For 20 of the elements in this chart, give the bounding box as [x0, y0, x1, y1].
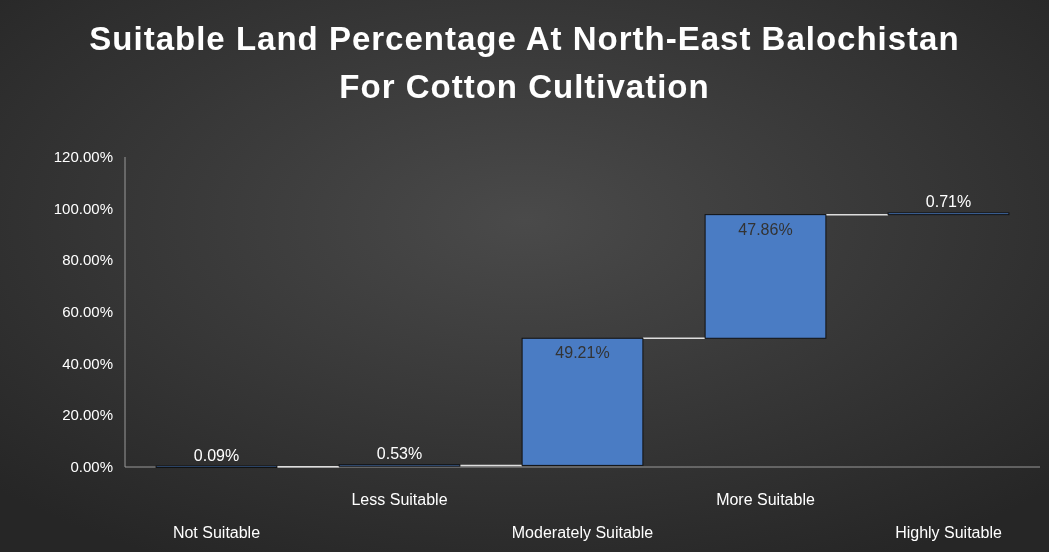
data-label: 0.09%: [193, 446, 240, 464]
y-tick-label: 40.00%: [62, 354, 113, 372]
data-label: 47.86%: [738, 220, 793, 238]
y-tick-label: 20.00%: [62, 406, 113, 424]
y-tick-label: 60.00%: [62, 303, 113, 320]
bar: [521, 337, 644, 466]
x-tick-label: Not Suitable: [172, 524, 261, 541]
chart-title: Suitable Land Percentage At North-East Balochistan For Cotton Cultivation: [89, 20, 960, 105]
data-label: 49.21%: [555, 344, 610, 362]
x-tick-label: Highly Suitable: [895, 524, 1002, 541]
y-tick-label: 80.00%: [62, 251, 113, 269]
x-tick-label: More Suitable: [716, 491, 815, 508]
x-tick-label: Moderately Suitable: [511, 524, 654, 541]
bar: [704, 214, 827, 339]
data-label: 0.53%: [376, 445, 423, 463]
y-tick-label: 100.00%: [53, 199, 113, 217]
x-tick-label: Less Suitable: [351, 491, 448, 508]
y-tick-label: 0.00%: [70, 458, 113, 475]
y-tick-label: 120.00%: [53, 148, 113, 165]
data-label: 0.71%: [925, 192, 972, 210]
